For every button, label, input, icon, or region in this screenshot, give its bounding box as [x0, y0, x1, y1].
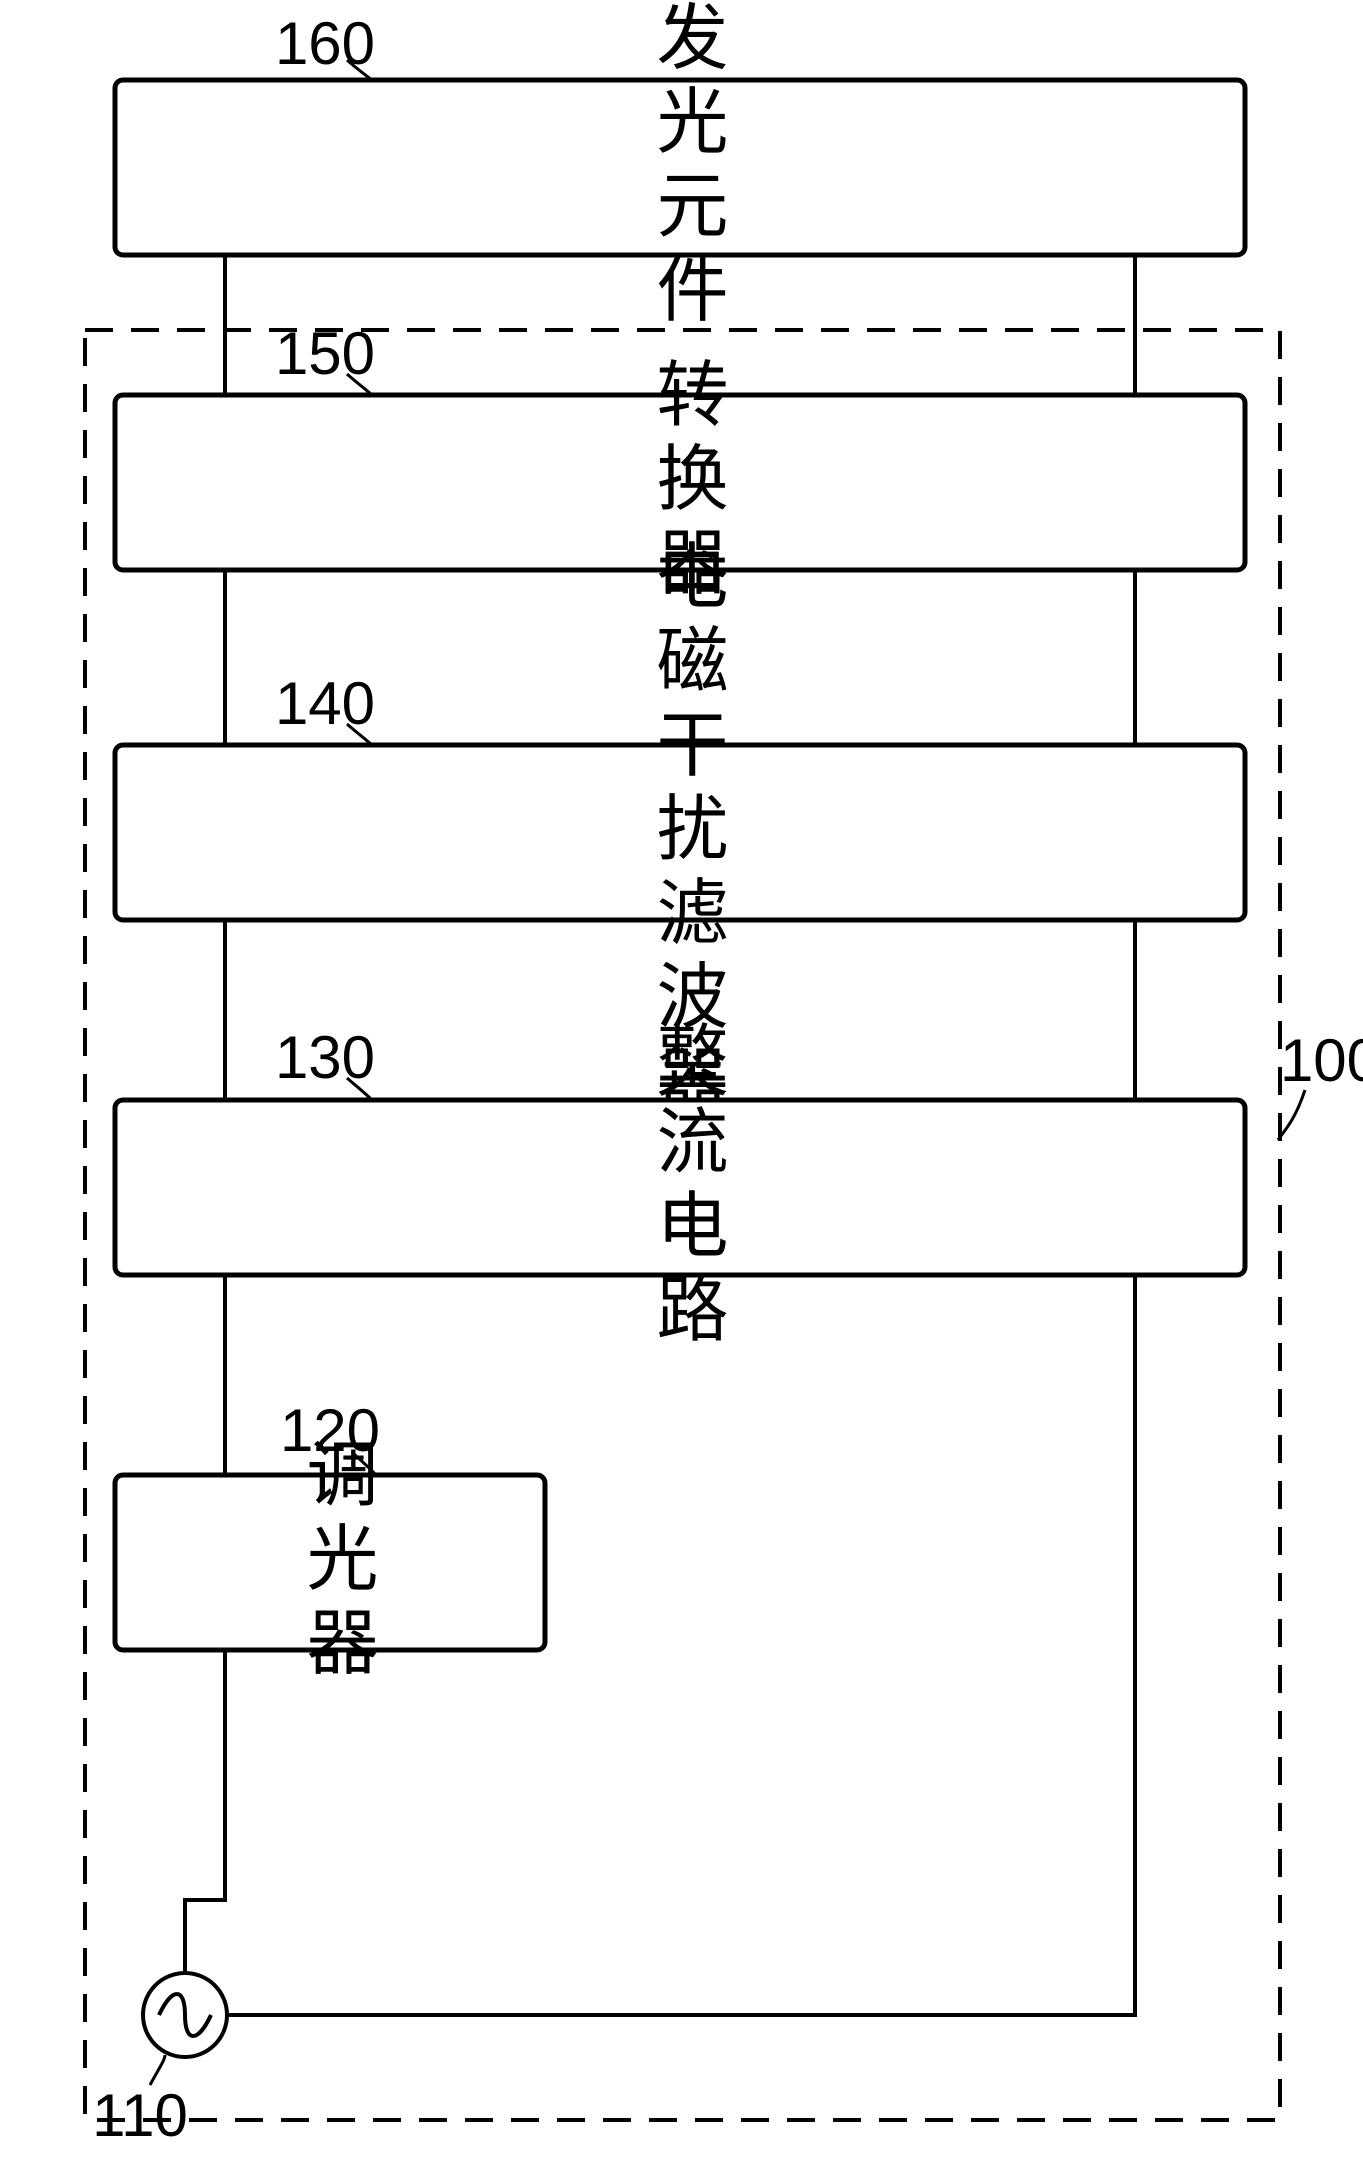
ref-100: 100: [1280, 1027, 1363, 1094]
rectifier-block-label: 整流电路: [645, 1020, 726, 1356]
ref-110: 110: [92, 2082, 188, 2149]
ref-130: 130: [275, 1024, 375, 1091]
ref-140: 140: [275, 670, 375, 737]
dimmer-block-label: 调光器: [295, 1437, 376, 1689]
ref-160: 160: [275, 10, 375, 77]
light-emitting-element-block-label: 发光元件: [645, 0, 726, 336]
ref-150: 150: [275, 320, 375, 387]
ref-120: 120: [280, 1397, 380, 1464]
